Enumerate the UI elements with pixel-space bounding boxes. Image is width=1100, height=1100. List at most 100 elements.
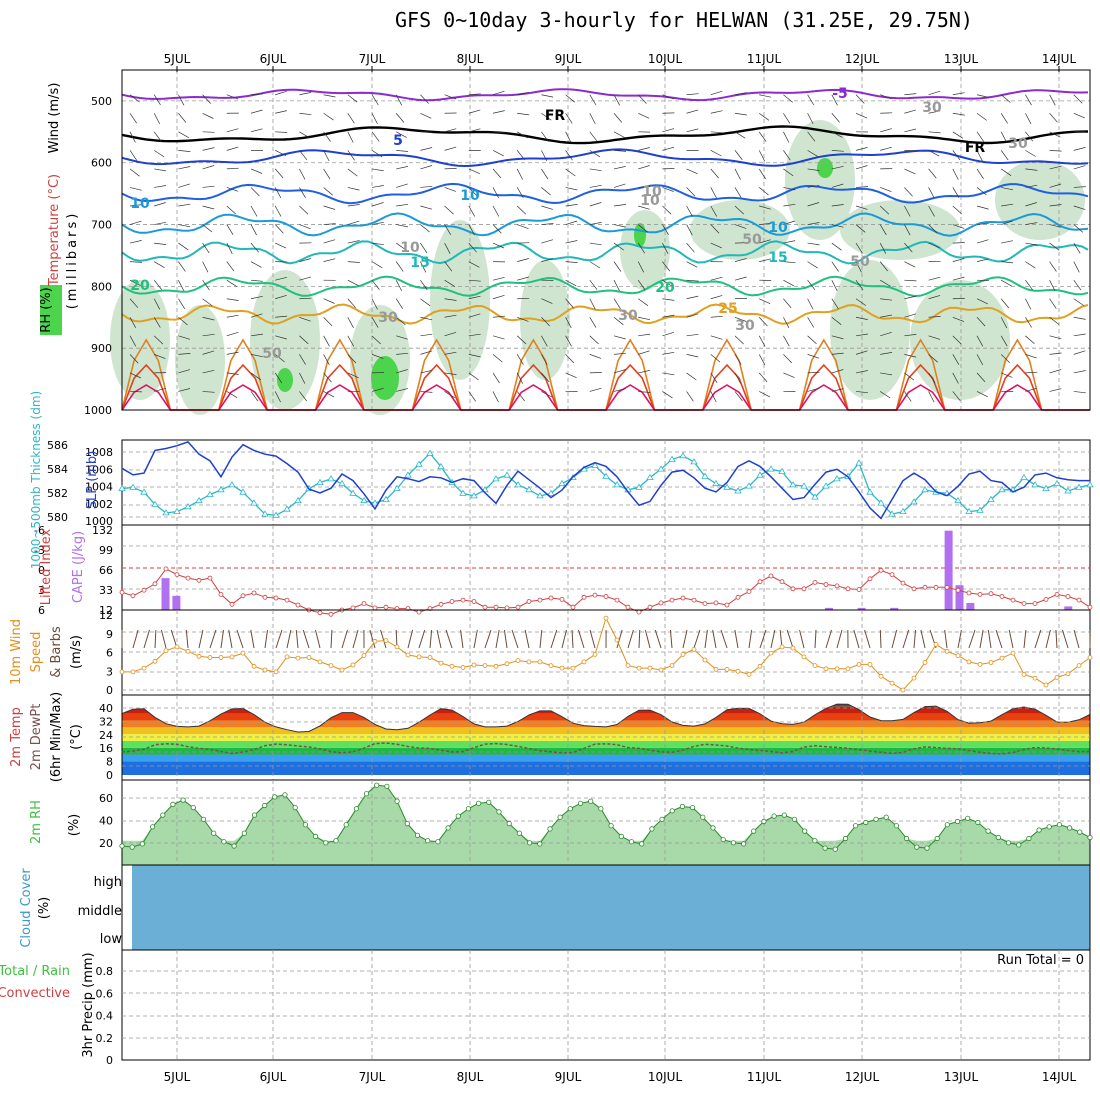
wind-barb <box>928 168 937 179</box>
wind-barb-10m <box>380 629 387 649</box>
contour-label: 10 <box>400 240 420 256</box>
contour-label: 30 <box>378 310 398 326</box>
wind-barb <box>952 205 962 215</box>
wind-barb-10m <box>132 629 139 649</box>
thickness-point <box>899 507 907 514</box>
wind-barb <box>420 279 428 291</box>
wind-barb <box>759 391 771 398</box>
wind-barb <box>1073 350 1086 355</box>
rh-point <box>628 839 635 845</box>
wind-speed-point <box>955 653 961 658</box>
wind-barb-10m <box>220 629 224 649</box>
wind-speed-point <box>438 660 444 666</box>
rh-point <box>414 832 421 838</box>
wind-barb <box>541 223 554 225</box>
wind-speed-point <box>900 687 906 693</box>
rh-point <box>985 828 991 834</box>
thickness-point <box>184 503 192 510</box>
rh-point <box>781 812 787 818</box>
wind-speed-point <box>372 638 378 644</box>
label-rh: RH (%) <box>39 287 54 332</box>
wind-barb <box>444 298 457 301</box>
lifted-index-point <box>273 595 279 601</box>
wind-barb <box>178 242 189 251</box>
label-dewpt2m: 2m DewPt <box>29 704 44 771</box>
lifted-index-point <box>911 586 917 592</box>
temp-band <box>122 754 1090 762</box>
wind-barb <box>492 205 500 217</box>
wind-barb <box>613 352 626 355</box>
thickness-point <box>492 475 500 482</box>
rh-tick-label: 60 <box>99 792 113 805</box>
wind-barb <box>541 335 548 347</box>
date-label-bottom: 11JUL <box>747 1070 782 1084</box>
thickness-point <box>657 465 665 472</box>
wind-barb <box>1000 131 1008 143</box>
contour-label: 10 <box>460 188 480 204</box>
rh-point <box>333 838 339 844</box>
wind-barb <box>323 335 330 347</box>
wind-barb <box>299 205 309 215</box>
thickness-point <box>404 471 412 478</box>
wind-speed-point <box>526 659 532 665</box>
wind-barb <box>928 205 935 217</box>
rh-point <box>975 819 981 826</box>
cape-tick-label: 12 <box>99 604 113 617</box>
wind-speed-point <box>966 659 972 665</box>
thickness-point <box>965 507 973 514</box>
wind-barb <box>492 354 503 363</box>
label-cape: CAPE (J/kg) <box>71 531 86 603</box>
date-label-top: 11JUL <box>747 52 782 66</box>
thickness-point <box>888 510 896 517</box>
wind-barb-10m <box>561 629 567 649</box>
cape-tick-label: 99 <box>99 544 113 557</box>
wind-barb <box>710 391 717 403</box>
wind-barb <box>492 294 505 300</box>
wind-barb <box>129 317 137 328</box>
wind-barb-10m <box>712 629 717 649</box>
wind-barb <box>613 113 623 123</box>
lifted-index-point <box>746 589 752 594</box>
wind-barb <box>323 112 334 121</box>
cape-bar <box>172 595 181 610</box>
thickness-point <box>866 488 874 495</box>
li-tick-label: 0 <box>38 564 45 577</box>
lifted-index-point <box>295 602 301 608</box>
thickness-point <box>349 489 357 496</box>
wind-barb <box>928 150 940 157</box>
thickness-point <box>250 499 258 506</box>
wind-barb <box>516 335 527 345</box>
precip-panel: 0.8 0.6 0.4 0.2 0 <box>96 949 1091 1067</box>
wind-barb <box>880 94 892 100</box>
date-label-bottom: 10JUL <box>648 1070 683 1084</box>
wind-barb <box>976 335 984 347</box>
wind-barb <box>613 242 624 251</box>
label-cloud-units: (%) <box>37 897 52 920</box>
date-label-top: 9JUL <box>555 52 582 66</box>
wind-barb-10m <box>720 629 728 649</box>
wind-barb-10m <box>302 629 310 649</box>
wind-tick-label: 3 <box>106 665 113 678</box>
wind-barb <box>928 391 935 403</box>
label-wind-barbs: & Barbs <box>49 626 64 678</box>
lifted-index-point <box>1087 604 1093 610</box>
wind-speed-point <box>768 650 774 656</box>
wind-barb <box>323 131 331 142</box>
thickness-point <box>327 475 335 482</box>
wind-barb-10m <box>228 629 233 649</box>
wind-barb-10m <box>264 629 269 649</box>
lifted-index-point <box>625 604 631 610</box>
thickness-point <box>1075 483 1083 490</box>
cape-bar <box>944 530 953 610</box>
wind-barb <box>565 150 573 161</box>
wind-barb <box>1025 387 1037 392</box>
wind-speed-point <box>1043 682 1049 688</box>
wind-speed-point <box>801 654 807 660</box>
thickness-point <box>1086 481 1094 488</box>
label-pressure: (millibars) <box>65 211 80 310</box>
rh-point <box>924 845 930 851</box>
wind-speed-point <box>999 655 1005 661</box>
wind-barb <box>565 354 575 364</box>
wind-barb <box>492 110 505 114</box>
